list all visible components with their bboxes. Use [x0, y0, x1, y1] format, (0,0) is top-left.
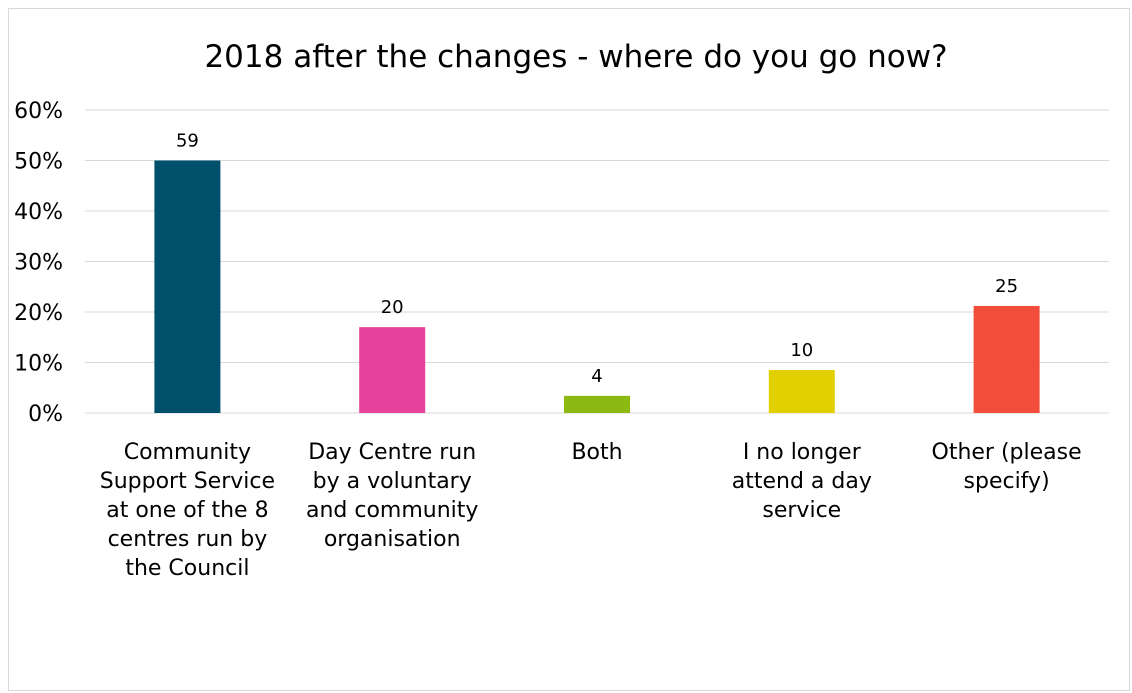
data-label: 25 [995, 276, 1018, 297]
gridlines [85, 109, 1109, 414]
bar [564, 395, 630, 413]
bar-chart: 2018 after the changes - where do you go… [14, 39, 1109, 581]
y-axis-ticks: 0% 10% 20% 30% 40% 50% 60% [14, 99, 63, 427]
chart-area: 2018 after the changes - where do you go… [8, 8, 1130, 691]
data-label: 10 [790, 340, 813, 361]
bars [154, 160, 1040, 413]
bar [768, 370, 835, 413]
category-label: Other (please specify) [932, 440, 1082, 494]
y-tick-label: 30% [14, 251, 63, 276]
category-label: Both [571, 440, 622, 465]
data-labels: 59 20 4 10 25 [176, 131, 1018, 387]
category-label: I no longer attend a day service [732, 440, 872, 523]
bar [973, 305, 1040, 413]
bar [359, 327, 426, 413]
y-tick-label: 40% [14, 200, 63, 225]
y-tick-label: 50% [14, 150, 63, 175]
data-label: 4 [591, 366, 602, 387]
y-tick-label: 0% [28, 402, 63, 427]
y-tick-label: 60% [14, 99, 63, 124]
y-tick-label: 10% [14, 352, 63, 377]
chart-title: 2018 after the changes - where do you go… [204, 39, 947, 75]
bar [154, 160, 221, 413]
data-label: 59 [176, 131, 199, 152]
y-tick-label: 20% [14, 301, 63, 326]
data-label: 20 [381, 297, 404, 318]
category-label: Day Centre run by a voluntary and communit… [306, 440, 478, 552]
